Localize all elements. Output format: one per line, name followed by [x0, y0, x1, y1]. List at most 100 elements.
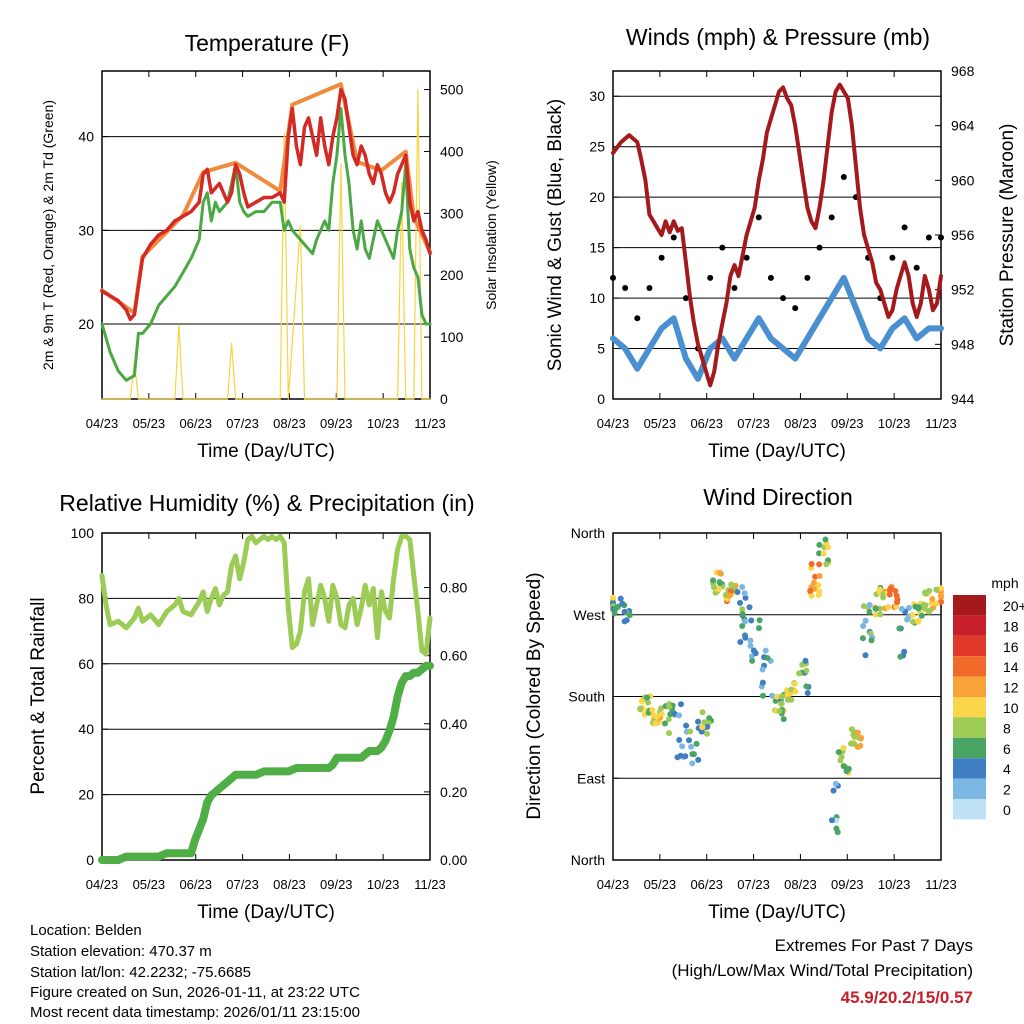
y2-tick-label: 300 — [440, 205, 464, 221]
y2-tick-label: 200 — [440, 267, 464, 283]
direction-point — [802, 657, 809, 664]
y-tick-label: 60 — [78, 656, 94, 672]
gust-point — [670, 234, 677, 241]
direction-point — [851, 733, 858, 740]
direction-point — [872, 611, 879, 618]
x-tick-label: 06/23 — [690, 877, 723, 892]
direction-point — [885, 604, 892, 611]
pressure-line — [611, 82, 943, 388]
gust-point — [828, 214, 835, 221]
x-tick-label: 10/23 — [367, 877, 400, 892]
colorbar-label: 2 — [1003, 782, 1011, 798]
y2-tick-label: 100 — [440, 329, 464, 345]
gust-point — [622, 284, 629, 291]
direction-point — [644, 699, 651, 706]
direction-point — [774, 693, 781, 700]
direction-point — [759, 666, 766, 673]
colorbar-swatch — [953, 615, 986, 636]
direction-point — [862, 652, 869, 659]
direction-point — [822, 536, 829, 543]
y2-tick-label: 0.20 — [440, 784, 467, 800]
direction-point — [832, 780, 839, 787]
gust-point — [658, 254, 665, 261]
x-axis-label: Time (Day/UTC) — [197, 441, 335, 462]
colorbar-swatch — [953, 717, 986, 738]
gust-point — [731, 284, 738, 291]
direction-point — [835, 749, 842, 756]
direction-point — [737, 638, 744, 645]
x-tick-label: 07/23 — [737, 416, 770, 431]
x-tick-label: 07/23 — [226, 877, 259, 892]
x-tick-label: 10/23 — [367, 416, 400, 431]
gust-point — [804, 274, 811, 281]
direction-point — [880, 594, 887, 601]
colorbar-swatch — [953, 656, 986, 677]
gust-point — [780, 295, 787, 302]
temp-2m-line — [100, 87, 432, 322]
direction-point — [749, 657, 756, 664]
direction-point — [621, 618, 628, 625]
gust-point — [719, 244, 726, 251]
dewpoint-line — [100, 107, 432, 382]
latlon-text: Station lat/lon: 42.2232; -75.6685 — [30, 964, 252, 981]
direction-point — [825, 544, 832, 551]
direction-point — [739, 583, 746, 590]
x-tick-label: 11/23 — [925, 416, 957, 431]
x-tick-label: 05/23 — [644, 416, 677, 431]
direction-point — [787, 696, 794, 703]
direction-point — [796, 670, 803, 677]
direction-point — [915, 618, 922, 625]
x-tick-label: 11/23 — [925, 877, 957, 892]
direction-point — [922, 602, 929, 609]
x-tick-label: 09/23 — [831, 877, 864, 892]
y2-tick-label: 0.60 — [440, 648, 467, 664]
direction-point — [742, 594, 749, 601]
direction-point — [898, 605, 905, 612]
gust-point — [767, 274, 774, 281]
y2-tick-label: 0.00 — [440, 852, 467, 868]
y-tick-label: 80 — [78, 590, 94, 606]
colorbar-label: 6 — [1003, 741, 1011, 757]
direction-point — [859, 635, 866, 642]
direction-point — [803, 667, 810, 674]
x-tick-label: 09/23 — [831, 416, 864, 431]
x-tick-label: 04/23 — [597, 877, 630, 892]
direction-point — [637, 705, 644, 712]
direction-point — [679, 743, 686, 750]
direction-point — [833, 825, 840, 832]
direction-point — [893, 603, 900, 610]
direction-point — [858, 734, 865, 741]
created-text: Figure created on Sun, 2026-01-11, at 23… — [30, 984, 360, 1001]
colorbar-label: 20+ — [1003, 598, 1024, 614]
x-tick-label: 04/23 — [597, 416, 630, 431]
direction-point — [816, 561, 823, 568]
gust-point — [743, 254, 750, 261]
direction-point — [851, 741, 858, 748]
gust-point — [610, 274, 616, 281]
direction-point — [704, 723, 711, 730]
y-tick-label: 20 — [78, 787, 94, 803]
x-tick-label: 09/23 — [320, 877, 353, 892]
y-tick-label: 5 — [597, 341, 605, 357]
direction-point — [695, 756, 702, 763]
direction-point — [938, 594, 944, 601]
y-tick-label: 0 — [597, 391, 605, 407]
y2-tick-label: 968 — [951, 63, 975, 79]
x-tick-label: 06/23 — [690, 416, 723, 431]
direction-point — [682, 753, 689, 760]
direction-point — [918, 612, 925, 619]
direction-point — [746, 604, 753, 611]
direction-point — [677, 701, 684, 708]
y2-tick-label: 956 — [951, 227, 975, 243]
recent-timestamp-text: Most recent data timestamp: 2026/01/11 2… — [30, 1004, 360, 1021]
direction-point — [816, 550, 823, 557]
direction-point — [752, 650, 759, 657]
direction-point — [649, 707, 656, 714]
direction-point — [688, 743, 695, 750]
y-tick-label: 30 — [78, 222, 94, 238]
y-axis-label: Sonic Wind & Gust (Blue, Black) — [545, 99, 566, 371]
colorbar-label: 12 — [1003, 680, 1019, 696]
direction-point — [674, 754, 681, 761]
rainfall-line — [98, 661, 434, 864]
x-tick-label: 06/23 — [179, 416, 212, 431]
